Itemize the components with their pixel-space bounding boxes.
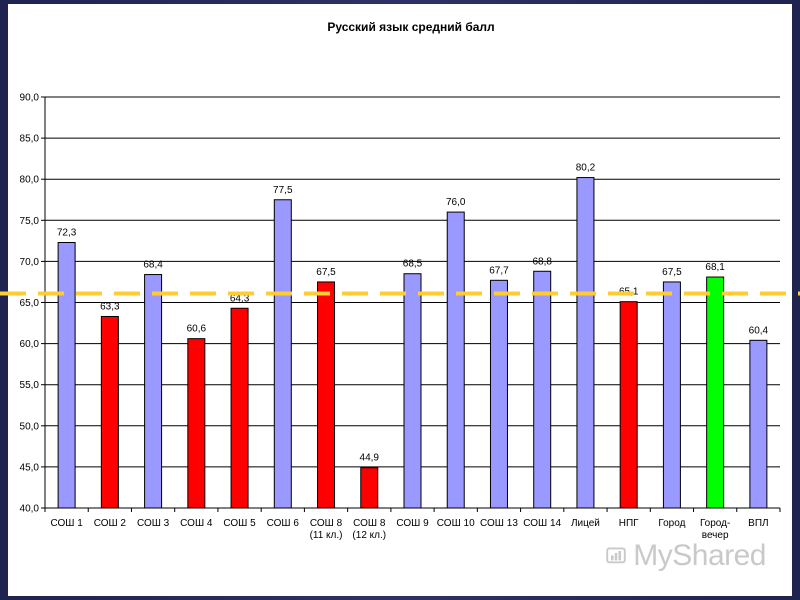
bar: [273, 199, 292, 509]
y-tick-label: 45,0: [20, 462, 40, 473]
chart-logo-icon: [606, 547, 626, 564]
y-tick-label: 40,0: [20, 504, 40, 515]
data-label: 60,4: [749, 325, 769, 336]
x-tick-label: СОШ 10: [437, 518, 475, 529]
bar: [662, 281, 681, 509]
bar: [403, 273, 422, 509]
data-label: 68,1: [705, 262, 725, 273]
x-tick-label: СОШ 4: [180, 518, 213, 529]
x-tick-label: НПГ: [619, 518, 639, 529]
x-tick-label: СОШ 2: [94, 518, 127, 529]
x-tick-label: СОШ 6: [267, 518, 300, 529]
x-tick-label: Лицей: [571, 518, 600, 529]
x-tick-label: СОШ 3: [137, 518, 170, 529]
data-label: 67,5: [662, 267, 682, 278]
x-tick-label: СОШ 9: [396, 518, 429, 529]
data-label: 68,5: [403, 259, 423, 270]
watermark-text: MyShared: [633, 539, 766, 572]
data-label: 67,5: [316, 267, 336, 278]
data-label: 68,8: [532, 256, 552, 267]
x-tick-label: ВПЛ: [748, 518, 768, 529]
data-label: 68,4: [143, 260, 163, 271]
bar: [144, 274, 163, 509]
data-label: 63,3: [100, 301, 120, 312]
x-tick-label: вечер: [702, 530, 729, 541]
x-tick-label: Город: [658, 518, 685, 529]
data-label: 80,2: [576, 163, 596, 174]
bar: [619, 301, 638, 509]
bar: [57, 241, 76, 509]
bar: [706, 276, 725, 509]
x-tick-label: СОШ 8: [310, 518, 343, 529]
data-label: 77,5: [273, 185, 293, 196]
bar: [187, 338, 206, 509]
x-tick-label: (11 кл.): [310, 530, 343, 541]
bar: [576, 177, 595, 509]
bar: [317, 281, 336, 509]
y-tick-label: 90,0: [20, 93, 40, 104]
x-tick-label: СОШ 14: [523, 518, 561, 529]
y-tick-label: 75,0: [20, 216, 40, 227]
x-tick-label: Город-: [700, 518, 730, 529]
bar: [230, 307, 249, 509]
chart-panel: [8, 4, 792, 596]
x-tick-label: СОШ 8: [353, 518, 386, 529]
watermark-logo: MyShared: [606, 536, 766, 576]
x-tick-label: СОШ 13: [480, 518, 518, 529]
y-tick-label: 85,0: [20, 134, 40, 145]
chart-title: Русский язык средний балл: [327, 20, 494, 34]
data-label: 67,7: [489, 265, 509, 276]
bar: [489, 279, 508, 509]
bar: [360, 467, 379, 509]
y-tick-label: 55,0: [20, 380, 40, 391]
data-label: 60,6: [187, 324, 207, 335]
x-tick-label: СОШ 1: [50, 518, 83, 529]
bar: [100, 315, 119, 509]
data-label: 72,3: [57, 227, 77, 238]
data-label: 64,3: [230, 293, 250, 304]
data-label: 76,0: [446, 197, 466, 208]
x-tick-label: СОШ 5: [223, 518, 256, 529]
y-tick-label: 50,0: [20, 421, 40, 432]
bar: [446, 211, 465, 509]
bar: [749, 339, 768, 509]
y-tick-label: 80,0: [20, 175, 40, 186]
y-tick-label: 60,0: [20, 339, 40, 350]
y-tick-label: 65,0: [20, 298, 40, 309]
data-label: 44,9: [360, 453, 380, 464]
bar: [533, 270, 552, 509]
x-tick-label: (12 кл.): [352, 530, 386, 541]
y-tick-label: 70,0: [20, 257, 40, 268]
